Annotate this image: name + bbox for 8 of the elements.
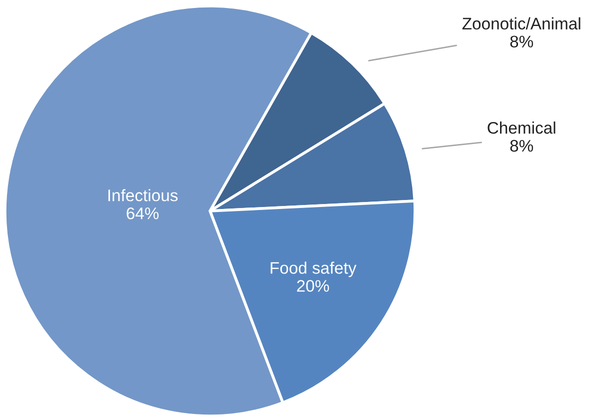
slice-label: Chemical <box>488 122 556 134</box>
data-label: 20% <box>297 280 330 292</box>
data-label: 8% <box>510 36 534 48</box>
data-label: 8% <box>510 140 534 152</box>
slice-label: Food safety <box>270 262 356 278</box>
data-label: 64% <box>126 207 159 220</box>
slice-label: Zoonotic/Animal <box>462 17 580 30</box>
slice-label: Infectious <box>108 189 178 202</box>
